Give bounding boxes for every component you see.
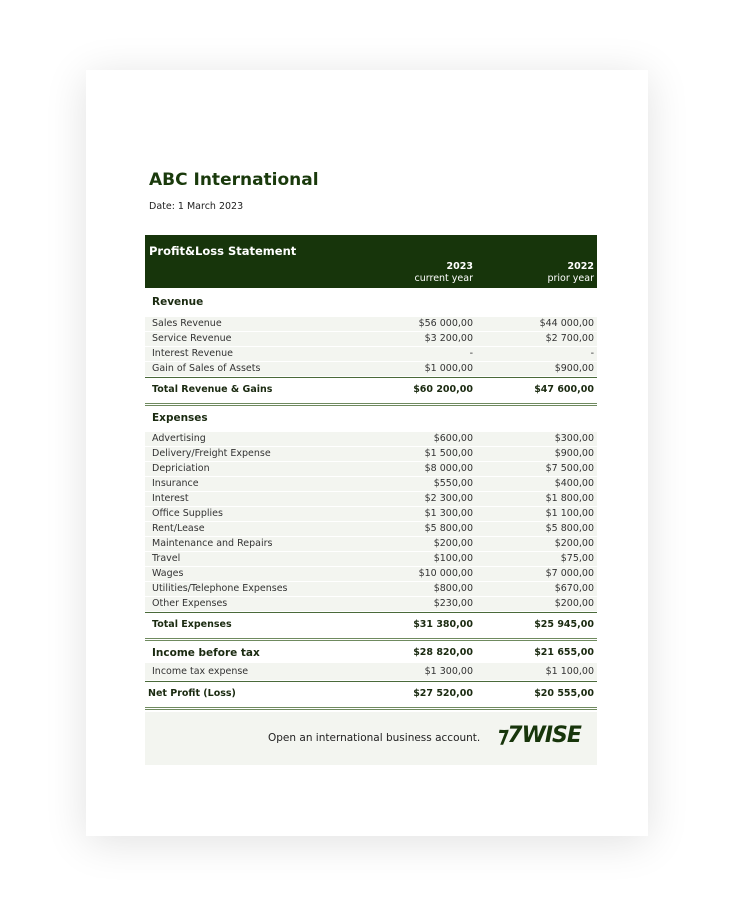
prior-year-value: $7 000,00 bbox=[545, 568, 594, 579]
expenses-heading: Expenses bbox=[152, 412, 208, 424]
line-item-name: Insurance bbox=[152, 478, 199, 489]
current-year-value: $10 000,00 bbox=[418, 568, 473, 579]
document-page: ABC International Date: 1 March 2023 Pro… bbox=[86, 70, 648, 836]
prior-year-value: $200,00 bbox=[554, 598, 594, 609]
prior-year-value: - bbox=[590, 348, 594, 359]
line-item-row: Depriciation $8 000,00 $7 500,00 bbox=[145, 462, 597, 477]
current-year-value: $550,00 bbox=[433, 478, 473, 489]
line-item-name: Interest bbox=[152, 493, 189, 504]
line-item-name: Sales Revenue bbox=[152, 318, 222, 329]
promo-text: Open an international business account. bbox=[268, 732, 481, 744]
current-year-value: $1 300,00 bbox=[424, 508, 473, 519]
line-item-row: Maintenance and Repairs $200,00 $200,00 bbox=[145, 537, 597, 552]
company-name: ABC International bbox=[149, 170, 319, 190]
line-item-name: Delivery/Freight Expense bbox=[152, 448, 271, 459]
line-item-name: Service Revenue bbox=[152, 333, 232, 344]
line-item-row: Utilities/Telephone Expenses $800,00 $670,… bbox=[145, 582, 597, 597]
prior-year-value: $200,00 bbox=[554, 538, 594, 549]
current-year-value: $230,00 bbox=[433, 598, 473, 609]
total-expenses-row: Total Expenses $31 380,00 $25 945,00 bbox=[145, 612, 597, 641]
current-year-value: $1 500,00 bbox=[424, 448, 473, 459]
line-item-row: Travel $100,00 $75,00 bbox=[145, 552, 597, 567]
line-item-row: Advertising $600,00 $300,00 bbox=[145, 432, 597, 447]
statement-title: Profit&Loss Statement bbox=[149, 244, 297, 258]
net-profit-row: Net Profit (Loss) $27 520,00 $20 555,00 bbox=[145, 681, 597, 710]
prior-year-value: $1 100,00 bbox=[545, 508, 594, 519]
line-item-name: Rent/Lease bbox=[152, 523, 205, 534]
line-item-row: Office Supplies $1 300,00 $1 100,00 bbox=[145, 507, 597, 522]
line-item-row: Sales Revenue $56 000,00 $44 000,00 bbox=[145, 317, 597, 332]
line-item-row: Service Revenue $3 200,00 $2 700,00 bbox=[145, 332, 597, 347]
current-year-value: $3 200,00 bbox=[424, 333, 473, 344]
line-item-row: Interest Revenue - - bbox=[145, 347, 597, 362]
line-item-row: Rent/Lease $5 800,00 $5 800,00 bbox=[145, 522, 597, 537]
table-header: Profit&Loss Statement 2023 current year 2… bbox=[145, 235, 597, 288]
line-item-name: Wages bbox=[152, 568, 184, 579]
current-year-value: $56 000,00 bbox=[418, 318, 473, 329]
current-year-value: $100,00 bbox=[433, 553, 473, 564]
current-year-value: $600,00 bbox=[433, 433, 473, 444]
line-item-name: Gain of Sales of Assets bbox=[152, 363, 261, 374]
current-year-value: $8 000,00 bbox=[424, 463, 473, 474]
line-item-name: Interest Revenue bbox=[152, 348, 234, 359]
col-prior: 2022 prior year bbox=[547, 261, 594, 284]
wise-logo: ⁊7WISE bbox=[497, 723, 582, 748]
line-item-row: Insurance $550,00 $400,00 bbox=[145, 477, 597, 492]
current-year-value: - bbox=[469, 348, 473, 359]
prior-year-value: $300,00 bbox=[554, 433, 594, 444]
current-year-value: $5 800,00 bbox=[424, 523, 473, 534]
promo-banner[interactable]: Open an international business account. … bbox=[145, 712, 597, 765]
current-year-value: $200,00 bbox=[433, 538, 473, 549]
prior-year-value: $44 000,00 bbox=[539, 318, 594, 329]
current-year-value: $1 000,00 bbox=[424, 363, 473, 374]
line-item-row: Interest $2 300,00 $1 800,00 bbox=[145, 492, 597, 507]
line-item-name: Depriciation bbox=[152, 463, 210, 474]
line-item-name: Office Supplies bbox=[152, 508, 223, 519]
prior-year-value: $400,00 bbox=[554, 478, 594, 489]
statement-date: Date: 1 March 2023 bbox=[149, 201, 244, 212]
current-year-value: $800,00 bbox=[433, 583, 473, 594]
line-item-name: Utilities/Telephone Expenses bbox=[152, 583, 288, 594]
line-item-name: Maintenance and Repairs bbox=[152, 538, 273, 549]
total-revenue-row: Total Revenue & Gains $60 200,00 $47 600,0… bbox=[145, 377, 597, 406]
col-current: 2023 current year bbox=[414, 261, 473, 284]
prior-year-value: $7 500,00 bbox=[545, 463, 594, 474]
prior-year-value: $5 800,00 bbox=[545, 523, 594, 534]
prior-year-value: $670,00 bbox=[554, 583, 594, 594]
pl-table: Profit&Loss Statement 2023 current year 2… bbox=[145, 235, 597, 710]
line-item-row: Other Expenses $230,00 $200,00 bbox=[145, 597, 597, 612]
current-year-value: $2 300,00 bbox=[424, 493, 473, 504]
revenue-heading: Revenue bbox=[152, 296, 204, 308]
line-item-row: Delivery/Freight Expense $1 500,00 $900,00 bbox=[145, 447, 597, 462]
prior-year-value: $1 800,00 bbox=[545, 493, 594, 504]
line-item-row: Gain of Sales of Assets $1 000,00 $900,00 bbox=[145, 362, 597, 377]
prior-year-value: $2 700,00 bbox=[545, 333, 594, 344]
line-item-name: Travel bbox=[152, 553, 181, 564]
income-tax-row: Income tax expense $1 300,00 $1 100,00 bbox=[145, 663, 597, 681]
prior-year-value: $900,00 bbox=[554, 363, 594, 374]
line-item-name: Other Expenses bbox=[152, 598, 228, 609]
income-before-tax-row: Income before tax $28 820,00 $21 655,00 bbox=[152, 647, 594, 659]
line-item-row: Wages $10 000,00 $7 000,00 bbox=[145, 567, 597, 582]
line-item-name: Advertising bbox=[152, 433, 206, 444]
prior-year-value: $900,00 bbox=[554, 448, 594, 459]
prior-year-value: $75,00 bbox=[560, 553, 594, 564]
